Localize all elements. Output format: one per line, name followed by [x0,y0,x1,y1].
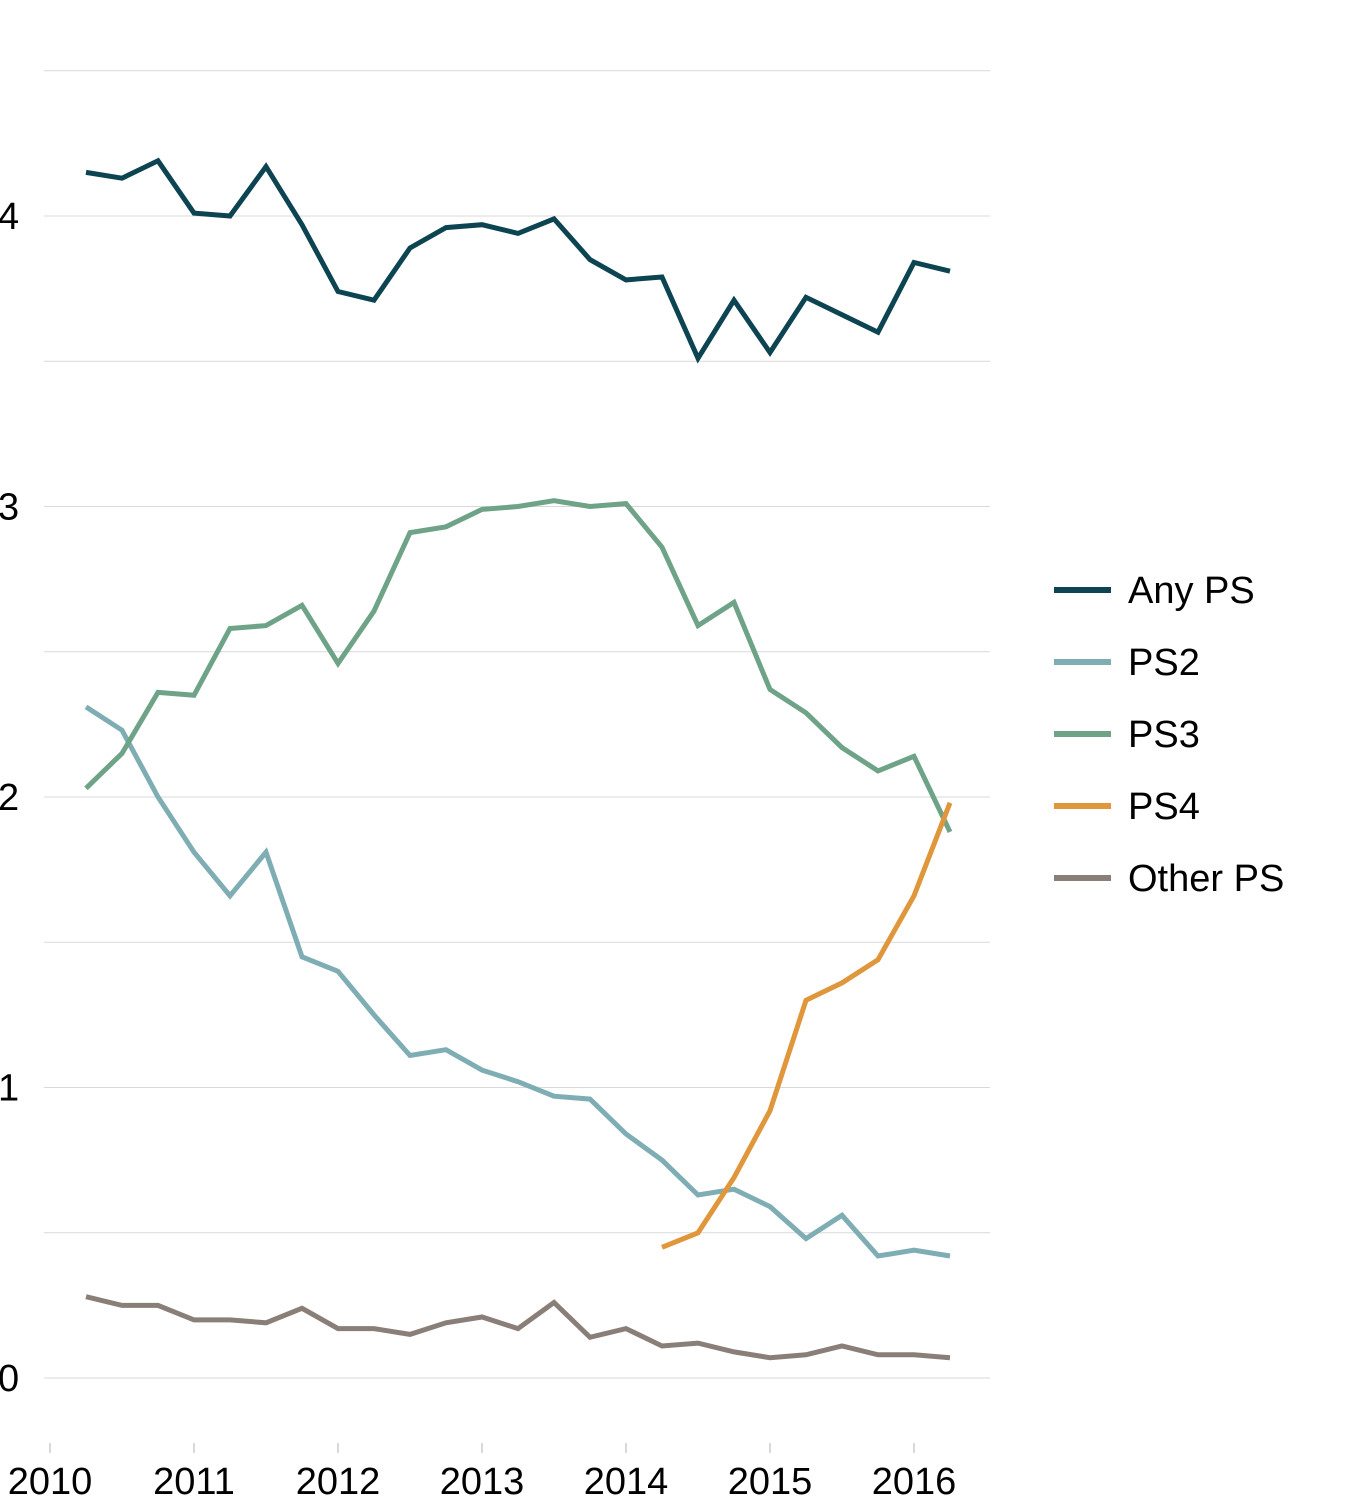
legend-label: Other PS [1128,858,1284,900]
legend-item: PS3 [1054,714,1200,756]
gridlines [44,70,990,1379]
y-tick-label: 4 [0,196,19,238]
x-tick-label: 2013 [440,1461,525,1500]
legend-label: Any PS [1128,570,1255,612]
x-tick-label: 2010 [8,1461,93,1500]
x-axis: 2010 2011 2012 2013 2014 2015 2016 [8,1443,957,1500]
y-tick-label: 0 [0,1358,19,1400]
series-line-other-ps [85,1294,951,1361]
legend-label: PS4 [1128,786,1200,828]
series-line-ps2 [84,704,951,1259]
x-tick-label: 2011 [153,1461,235,1500]
series-line-ps3 [84,498,953,833]
x-tick-label: 2014 [584,1461,669,1500]
legend-item: Any PS [1054,570,1255,612]
legend-item: PS2 [1054,642,1200,684]
series-line-ps4 [661,801,953,1250]
legend: Any PS PS2 PS3 PS4 Other PS [1054,570,1284,900]
y-tick-label: 3 [0,487,19,529]
x-tick-label: 2015 [728,1461,813,1500]
y-axis: 0 1 2 3 4 [0,196,19,1400]
legend-label: PS2 [1128,642,1200,684]
legend-label: PS3 [1128,714,1200,756]
legend-item: Other PS [1054,858,1284,900]
series-lines [84,157,953,1361]
x-tick-label: 2012 [296,1461,381,1500]
y-tick-label: 1 [0,1068,19,1110]
legend-item: PS4 [1054,786,1200,828]
series-line-any-ps [85,157,951,364]
y-tick-label: 2 [0,777,19,819]
x-tick-label: 2016 [872,1461,957,1500]
